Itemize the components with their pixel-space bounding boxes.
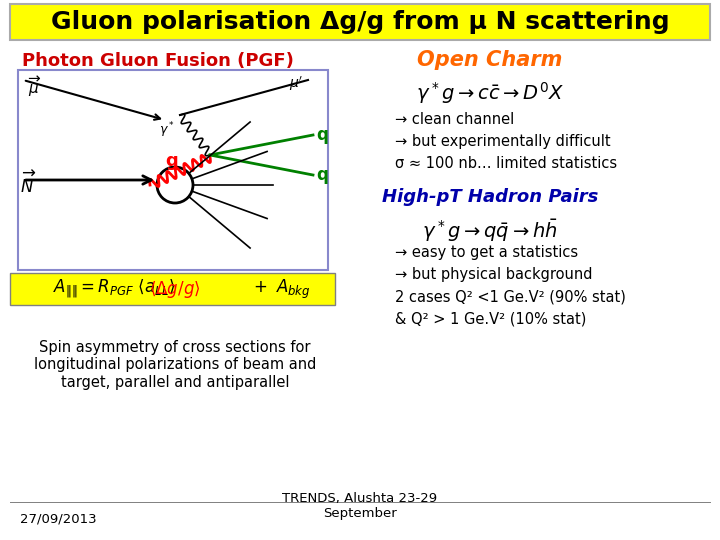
Text: → but experimentally difficult: → but experimentally difficult bbox=[395, 134, 611, 149]
Text: σ ≈ 100 nb… limited statistics: σ ≈ 100 nb… limited statistics bbox=[395, 156, 617, 171]
FancyBboxPatch shape bbox=[10, 4, 710, 40]
Text: 27/09/2013: 27/09/2013 bbox=[20, 512, 96, 525]
Text: → clean channel: → clean channel bbox=[395, 112, 514, 127]
Text: $\overrightarrow{N}$: $\overrightarrow{N}$ bbox=[20, 171, 36, 197]
Text: g: g bbox=[165, 152, 178, 170]
Text: $\gamma^*$: $\gamma^*$ bbox=[159, 120, 175, 140]
Text: High-pT Hadron Pairs: High-pT Hadron Pairs bbox=[382, 188, 598, 206]
Text: q: q bbox=[316, 126, 328, 144]
Text: $\gamma^* g \rightarrow q\bar{q} \rightarrow h\bar{h}$: $\gamma^* g \rightarrow q\bar{q} \righta… bbox=[422, 217, 558, 244]
Text: → easy to get a statistics: → easy to get a statistics bbox=[395, 245, 578, 260]
Text: q: q bbox=[316, 166, 328, 184]
FancyBboxPatch shape bbox=[10, 273, 335, 305]
Text: $\mu'$: $\mu'$ bbox=[289, 75, 303, 93]
Text: $\ +\ A_{bkg}$: $\ +\ A_{bkg}$ bbox=[245, 278, 310, 301]
Text: 2 cases Q² <1 Ge.V² (90% stat): 2 cases Q² <1 Ge.V² (90% stat) bbox=[395, 289, 626, 304]
Text: Open Charm: Open Charm bbox=[418, 50, 563, 70]
Text: & Q² > 1 Ge.V² (10% stat): & Q² > 1 Ge.V² (10% stat) bbox=[395, 311, 586, 326]
Text: $\overrightarrow{\mu}$: $\overrightarrow{\mu}$ bbox=[28, 75, 42, 99]
Text: → but physical background: → but physical background bbox=[395, 267, 593, 282]
Text: $\gamma^* g \rightarrow c\bar{c} \rightarrow D^0 X$: $\gamma^* g \rightarrow c\bar{c} \righta… bbox=[416, 80, 564, 106]
Text: Photon Gluon Fusion (PGF): Photon Gluon Fusion (PGF) bbox=[22, 52, 294, 70]
Text: $\langle\Delta g/g\rangle$: $\langle\Delta g/g\rangle$ bbox=[149, 279, 201, 300]
Text: TRENDS, Alushta 23-29
September: TRENDS, Alushta 23-29 September bbox=[282, 492, 438, 520]
Text: Spin asymmetry of cross sections for
longitudinal polarizations of beam and
targ: Spin asymmetry of cross sections for lon… bbox=[34, 340, 316, 390]
Text: $A_{\|\|} = R_{PGF}\ \langle a_{LL}\rangle\ $: $A_{\|\|} = R_{PGF}\ \langle a_{LL}\rang… bbox=[53, 278, 175, 300]
Text: Gluon polarisation Δg/g from μ N scattering: Gluon polarisation Δg/g from μ N scatter… bbox=[50, 10, 670, 34]
FancyBboxPatch shape bbox=[18, 70, 328, 270]
